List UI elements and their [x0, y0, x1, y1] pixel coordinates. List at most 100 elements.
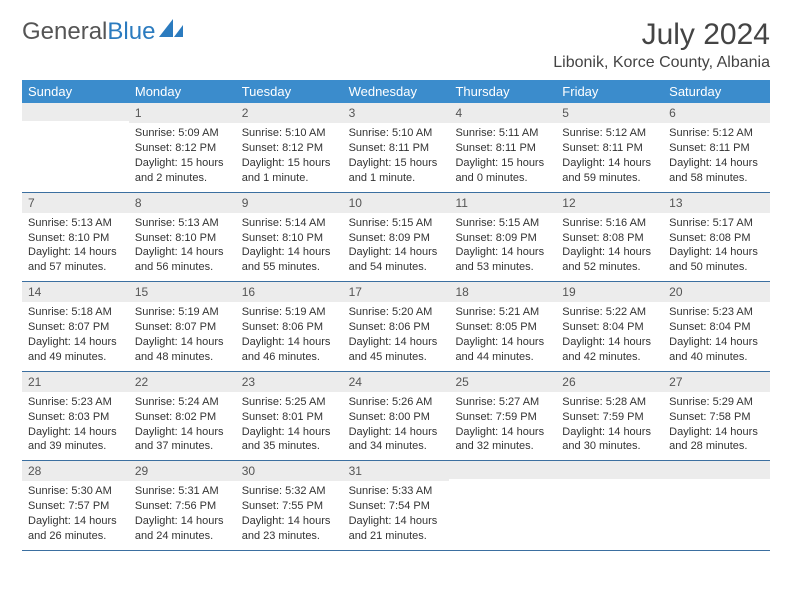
week-row: 7Sunrise: 5:13 AMSunset: 8:10 PMDaylight… — [22, 193, 770, 283]
sunset-text: Sunset: 8:04 PM — [669, 320, 764, 335]
daylight-text: Daylight: 14 hours and 55 minutes. — [242, 245, 337, 275]
day-cell: 31Sunrise: 5:33 AMSunset: 7:54 PMDayligh… — [343, 461, 450, 550]
daylight-text: Daylight: 14 hours and 50 minutes. — [669, 245, 764, 275]
sunset-text: Sunset: 8:12 PM — [242, 141, 337, 156]
daylight-text: Daylight: 14 hours and 49 minutes. — [28, 335, 123, 365]
day-number: 13 — [663, 193, 770, 213]
day-number: 10 — [343, 193, 450, 213]
day-number: 21 — [22, 372, 129, 392]
day-body: Sunrise: 5:14 AMSunset: 8:10 PMDaylight:… — [236, 213, 343, 281]
day-body: Sunrise: 5:15 AMSunset: 8:09 PMDaylight:… — [449, 213, 556, 281]
sunrise-text: Sunrise: 5:10 AM — [242, 126, 337, 141]
day-body: Sunrise: 5:29 AMSunset: 7:58 PMDaylight:… — [663, 392, 770, 460]
sunrise-text: Sunrise: 5:29 AM — [669, 395, 764, 410]
sunrise-text: Sunrise: 5:09 AM — [135, 126, 230, 141]
daylight-text: Daylight: 14 hours and 46 minutes. — [242, 335, 337, 365]
day-cell: 26Sunrise: 5:28 AMSunset: 7:59 PMDayligh… — [556, 372, 663, 461]
day-number: 19 — [556, 282, 663, 302]
day-number: 4 — [449, 103, 556, 123]
sunrise-text: Sunrise: 5:13 AM — [135, 216, 230, 231]
sunset-text: Sunset: 8:09 PM — [455, 231, 550, 246]
sunset-text: Sunset: 8:07 PM — [28, 320, 123, 335]
week-row: 1Sunrise: 5:09 AMSunset: 8:12 PMDaylight… — [22, 103, 770, 193]
day-body: Sunrise: 5:31 AMSunset: 7:56 PMDaylight:… — [129, 481, 236, 549]
daylight-text: Daylight: 14 hours and 35 minutes. — [242, 425, 337, 455]
sunset-text: Sunset: 8:08 PM — [562, 231, 657, 246]
calendar: Sunday Monday Tuesday Wednesday Thursday… — [22, 80, 770, 551]
day-number: 16 — [236, 282, 343, 302]
day-cell: 6Sunrise: 5:12 AMSunset: 8:11 PMDaylight… — [663, 103, 770, 192]
sunset-text: Sunset: 8:04 PM — [562, 320, 657, 335]
day-cell: 29Sunrise: 5:31 AMSunset: 7:56 PMDayligh… — [129, 461, 236, 550]
sunrise-text: Sunrise: 5:27 AM — [455, 395, 550, 410]
day-body: Sunrise: 5:12 AMSunset: 8:11 PMDaylight:… — [663, 123, 770, 191]
daylight-text: Daylight: 14 hours and 37 minutes. — [135, 425, 230, 455]
day-number: 3 — [343, 103, 450, 123]
day-cell: 19Sunrise: 5:22 AMSunset: 8:04 PMDayligh… — [556, 282, 663, 371]
location-text: Libonik, Korce County, Albania — [553, 54, 770, 72]
day-cell: 4Sunrise: 5:11 AMSunset: 8:11 PMDaylight… — [449, 103, 556, 192]
day-number: 29 — [129, 461, 236, 481]
sunset-text: Sunset: 8:02 PM — [135, 410, 230, 425]
daylight-text: Daylight: 14 hours and 59 minutes. — [562, 156, 657, 186]
day-body: Sunrise: 5:20 AMSunset: 8:06 PMDaylight:… — [343, 302, 450, 370]
daylight-text: Daylight: 14 hours and 52 minutes. — [562, 245, 657, 275]
day-body: Sunrise: 5:23 AMSunset: 8:03 PMDaylight:… — [22, 392, 129, 460]
daylight-text: Daylight: 14 hours and 57 minutes. — [28, 245, 123, 275]
daylight-text: Daylight: 14 hours and 54 minutes. — [349, 245, 444, 275]
day-cell: 30Sunrise: 5:32 AMSunset: 7:55 PMDayligh… — [236, 461, 343, 550]
sunrise-text: Sunrise: 5:32 AM — [242, 484, 337, 499]
sunset-text: Sunset: 8:01 PM — [242, 410, 337, 425]
sunset-text: Sunset: 8:05 PM — [455, 320, 550, 335]
logo-sail-icon — [159, 18, 185, 46]
daylight-text: Daylight: 15 hours and 0 minutes. — [455, 156, 550, 186]
day-body: Sunrise: 5:28 AMSunset: 7:59 PMDaylight:… — [556, 392, 663, 460]
day-number: 20 — [663, 282, 770, 302]
sunrise-text: Sunrise: 5:23 AM — [28, 395, 123, 410]
weekday-header-row: Sunday Monday Tuesday Wednesday Thursday… — [22, 80, 770, 103]
sunset-text: Sunset: 7:57 PM — [28, 499, 123, 514]
day-body: Sunrise: 5:13 AMSunset: 8:10 PMDaylight:… — [22, 213, 129, 281]
day-number: 18 — [449, 282, 556, 302]
daylight-text: Daylight: 14 hours and 23 minutes. — [242, 514, 337, 544]
day-cell: 9Sunrise: 5:14 AMSunset: 8:10 PMDaylight… — [236, 193, 343, 282]
day-number — [556, 461, 663, 479]
day-body: Sunrise: 5:10 AMSunset: 8:12 PMDaylight:… — [236, 123, 343, 191]
day-cell: 16Sunrise: 5:19 AMSunset: 8:06 PMDayligh… — [236, 282, 343, 371]
sunrise-text: Sunrise: 5:24 AM — [135, 395, 230, 410]
sunrise-text: Sunrise: 5:22 AM — [562, 305, 657, 320]
day-body: Sunrise: 5:11 AMSunset: 8:11 PMDaylight:… — [449, 123, 556, 191]
sunrise-text: Sunrise: 5:23 AM — [669, 305, 764, 320]
day-body: Sunrise: 5:27 AMSunset: 7:59 PMDaylight:… — [449, 392, 556, 460]
daylight-text: Daylight: 14 hours and 21 minutes. — [349, 514, 444, 544]
weekday-header: Wednesday — [343, 80, 450, 103]
sunset-text: Sunset: 7:59 PM — [455, 410, 550, 425]
day-number: 27 — [663, 372, 770, 392]
day-cell: 7Sunrise: 5:13 AMSunset: 8:10 PMDaylight… — [22, 193, 129, 282]
day-cell: 14Sunrise: 5:18 AMSunset: 8:07 PMDayligh… — [22, 282, 129, 371]
daylight-text: Daylight: 14 hours and 26 minutes. — [28, 514, 123, 544]
day-body: Sunrise: 5:10 AMSunset: 8:11 PMDaylight:… — [343, 123, 450, 191]
sunrise-text: Sunrise: 5:25 AM — [242, 395, 337, 410]
weekday-header: Sunday — [22, 80, 129, 103]
day-number: 9 — [236, 193, 343, 213]
day-number: 22 — [129, 372, 236, 392]
sunrise-text: Sunrise: 5:19 AM — [135, 305, 230, 320]
day-number: 14 — [22, 282, 129, 302]
month-title: July 2024 — [553, 18, 770, 52]
day-body: Sunrise: 5:15 AMSunset: 8:09 PMDaylight:… — [343, 213, 450, 281]
day-number: 7 — [22, 193, 129, 213]
day-cell: 13Sunrise: 5:17 AMSunset: 8:08 PMDayligh… — [663, 193, 770, 282]
brand-part2: Blue — [107, 18, 155, 46]
day-number: 11 — [449, 193, 556, 213]
sunset-text: Sunset: 7:55 PM — [242, 499, 337, 514]
sunset-text: Sunset: 8:12 PM — [135, 141, 230, 156]
day-body: Sunrise: 5:22 AMSunset: 8:04 PMDaylight:… — [556, 302, 663, 370]
daylight-text: Daylight: 14 hours and 42 minutes. — [562, 335, 657, 365]
day-cell: 28Sunrise: 5:30 AMSunset: 7:57 PMDayligh… — [22, 461, 129, 550]
sunrise-text: Sunrise: 5:19 AM — [242, 305, 337, 320]
daylight-text: Daylight: 14 hours and 32 minutes. — [455, 425, 550, 455]
day-cell: 15Sunrise: 5:19 AMSunset: 8:07 PMDayligh… — [129, 282, 236, 371]
day-number: 26 — [556, 372, 663, 392]
daylight-text: Daylight: 14 hours and 40 minutes. — [669, 335, 764, 365]
